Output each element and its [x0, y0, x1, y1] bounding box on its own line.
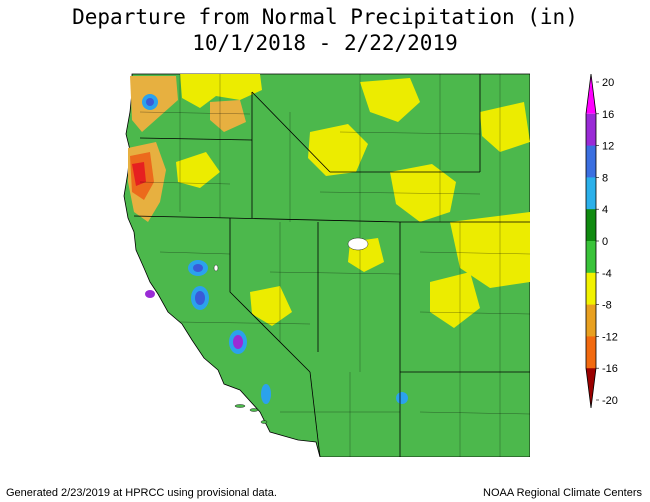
dry-region-rockies — [430, 272, 480, 328]
dry-regions — [176, 74, 530, 328]
dry-region-montana — [308, 124, 368, 176]
boundary-wa-or — [139, 137, 253, 141]
colorbar-segment — [586, 304, 596, 337]
colorbar-tick-label: -4 — [602, 268, 612, 280]
boundary-nv-id — [229, 217, 401, 223]
boundary-or-ca — [133, 215, 231, 219]
island-3 — [260, 420, 268, 424]
dry-region-east — [480, 102, 530, 152]
colorbar-tick-label: 0 — [602, 236, 608, 248]
colorbar-tick-label: -20 — [602, 395, 618, 407]
colorbar-tick-label: -16 — [602, 363, 618, 375]
wet-region-coast-range — [145, 290, 155, 298]
precipitation-map — [120, 72, 530, 457]
boundary-id-mt — [251, 91, 331, 173]
wet-regions — [142, 94, 408, 404]
wet-region-olympics-core — [146, 98, 154, 106]
island-2 — [249, 408, 259, 412]
colorbar-segment — [586, 177, 596, 210]
dry-region-central — [390, 164, 456, 222]
colorbar-segment — [586, 74, 596, 114]
drier-region-idaho — [210, 100, 246, 132]
source-credit: NOAA Regional Climate Centers — [483, 487, 642, 499]
wet-region-arizona — [396, 392, 408, 404]
colorbar-tick-label: -8 — [602, 300, 612, 312]
colorbar-segment — [586, 145, 596, 178]
boundary-ca-nv — [229, 218, 311, 373]
map-title: Departure from Normal Precipitation (in)… — [0, 4, 650, 56]
dry-region-nevada — [250, 286, 292, 326]
generation-note: Generated 2/23/2019 at HPRCC using provi… — [6, 487, 277, 499]
wet-region-sierra-central-core — [195, 291, 205, 305]
colorbar-segment — [586, 272, 596, 306]
colorbar-segments — [585, 73, 597, 409]
title-line-1: Departure from Normal Precipitation (in) — [72, 5, 578, 29]
colorbar-segment — [586, 209, 596, 242]
title-line-2: 10/1/2018 - 2/22/2019 — [192, 31, 458, 55]
colorbar-tick-labels: 20 16 12 8 4 0 -4 -8 -12 -16 -20 — [596, 77, 618, 407]
island-1 — [234, 404, 246, 408]
legend-colorbar: 20 16 12 8 4 0 -4 -8 -12 -16 -20 — [585, 73, 618, 409]
wet-region-sierra-south-core — [233, 335, 243, 349]
islands — [234, 404, 268, 424]
great-salt-lake — [347, 237, 369, 251]
dry-region-north-idaho — [180, 74, 262, 108]
dry-region-dakotas — [450, 212, 530, 288]
colorbar-segment — [586, 113, 596, 147]
colorbar-tick-label: 8 — [602, 172, 608, 184]
state-boundaries — [133, 74, 530, 457]
boundary-ca-az — [309, 371, 321, 457]
colorbar-tick-label: 12 — [602, 141, 614, 153]
severe-region-oregon-coast — [132, 162, 146, 186]
lakes — [213, 237, 369, 272]
dry-region-wyoming — [360, 78, 420, 122]
dry-region-oregon — [176, 152, 220, 188]
colorbar-tick-label: 4 — [602, 204, 608, 216]
colorbar-tick-label: -12 — [602, 331, 618, 343]
severe-deficit-regions — [132, 162, 146, 186]
colorbar-segment — [586, 241, 596, 274]
colorbar-segment — [586, 336, 596, 369]
lake-tahoe — [213, 264, 219, 272]
wet-region-sierra-north-core — [193, 264, 203, 272]
colorbar-segment — [586, 368, 596, 408]
colorbar-tick-label: 20 — [602, 77, 614, 89]
county-boundaries — [139, 74, 530, 457]
wet-region-socal — [261, 384, 271, 404]
colorbar-tick-label: 16 — [602, 109, 614, 121]
